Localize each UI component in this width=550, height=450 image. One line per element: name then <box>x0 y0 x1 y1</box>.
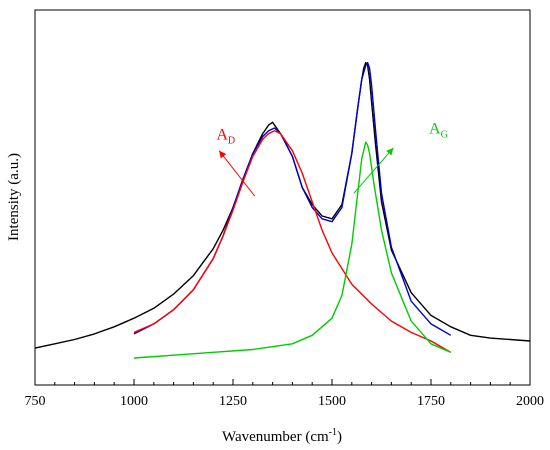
annotation-arrow-line <box>353 147 394 194</box>
x-tick-label: 1250 <box>219 394 247 409</box>
x-axis-title-main: Wavenumber (cm <box>222 429 329 445</box>
plot-frame <box>34 9 531 386</box>
x-tick-label: 1000 <box>120 394 148 409</box>
x-axis-title: Wavenumber (cm-1) <box>222 427 342 445</box>
band_G-line <box>133 141 452 359</box>
x-axis-ticks: 750 1000 1250 1500 1750 2000 <box>25 379 544 409</box>
measured-line <box>34 61 531 349</box>
band_D-line <box>133 130 452 353</box>
fit_total-line <box>133 61 452 336</box>
x-axis-title-close: ) <box>337 429 342 445</box>
spectrum-curves <box>34 61 531 359</box>
annotation-label-g: AG <box>429 121 448 141</box>
annotation-arrowhead <box>386 147 394 156</box>
band-annotations: AD AG <box>216 121 448 197</box>
annotation-label-d: AD <box>216 126 235 146</box>
x-axis-title-superscript: -1 <box>329 427 337 438</box>
annotation-arrowhead <box>219 150 227 159</box>
y-axis-title: Intensity (a.u.) <box>6 153 22 241</box>
x-tick-label: 750 <box>25 394 46 409</box>
x-tick-label: 1500 <box>318 394 346 409</box>
annotation-arrow-line <box>218 150 256 197</box>
x-tick-label: 2000 <box>516 394 544 409</box>
x-tick-label: 1750 <box>417 394 445 409</box>
